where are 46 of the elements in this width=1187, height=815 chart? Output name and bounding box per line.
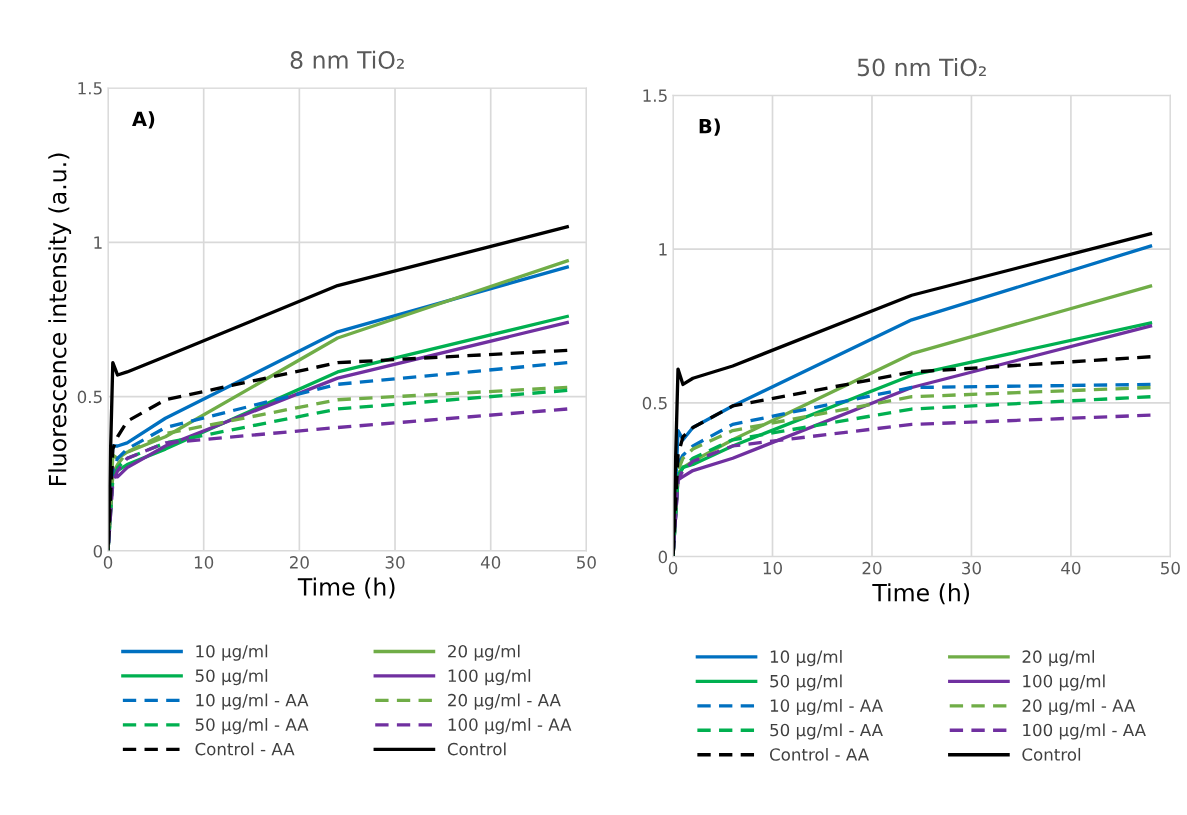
- legend-label: 50 µg/ml: [195, 669, 268, 686]
- x-tick-label: 40: [1061, 561, 1081, 575]
- legend-label: 20 µg/ml: [1022, 650, 1095, 667]
- x-axis-title: Time (h): [872, 583, 970, 605]
- x-tick-label: 10: [194, 556, 214, 569]
- x-tick-label: 40: [480, 556, 501, 569]
- legend-label: 20 µg/ml: [448, 644, 520, 661]
- legend-label: 10 µg/ml: [770, 650, 842, 667]
- y-tick-label: 1: [659, 243, 667, 256]
- y-axis-title: Fluorescence intensity (a.u.): [48, 153, 72, 486]
- legend-label: 50 µg/ml - AA: [195, 718, 309, 735]
- annotation: B): [699, 118, 720, 136]
- legend-label: 20 µg/ml - AA: [448, 693, 561, 710]
- x-tick-label: 0: [103, 556, 113, 569]
- x-tick-label: 50: [1161, 561, 1180, 575]
- legend-label: 50 µg/ml - AA: [770, 723, 883, 740]
- x-tick-label: 20: [862, 561, 882, 575]
- legend-label: Control - AA: [769, 747, 869, 761]
- chart-title: 8 nm TiO₂: [290, 50, 404, 69]
- legend-label: 100 µg/ml: [1023, 674, 1105, 691]
- legend-label: 100 µg/ml - AA: [448, 718, 572, 735]
- y-tick-label: 0: [93, 544, 103, 558]
- x-tick-label: 30: [385, 556, 405, 569]
- x-tick-label: 30: [962, 561, 981, 575]
- legend-label: 10 µg/ml - AA: [770, 698, 883, 716]
- y-tick-label: 1.5: [78, 82, 102, 95]
- legend-label: 100 µg/ml - AA: [1023, 723, 1146, 740]
- y-tick-label: 0.5: [77, 390, 102, 404]
- legend-label: 100 µg/ml: [448, 669, 531, 686]
- x-tick-label: 50: [577, 556, 596, 569]
- x-tick-label: 20: [289, 556, 309, 569]
- legend-label: Control - AA: [195, 742, 295, 756]
- y-tick-label: 1.5: [643, 89, 667, 102]
- y-tick-label: 0.5: [642, 396, 667, 410]
- x-axis-title: Time (h): [297, 577, 395, 599]
- chart-title: 50 nm TiO₂: [857, 57, 986, 77]
- x-tick-label: 0: [668, 561, 678, 575]
- y-tick-label: 1: [94, 236, 102, 249]
- annotation: A): [132, 111, 155, 129]
- legend-label: Control: [447, 742, 506, 756]
- x-tick-label: 10: [763, 561, 782, 575]
- legend-label: 10 µg/ml - AA: [196, 693, 309, 710]
- legend-label: 20 µg/ml - AA: [1022, 698, 1136, 716]
- legend-label: 50 µg/ml: [770, 674, 842, 691]
- legend-label: 10 µg/ml: [196, 644, 268, 661]
- legend-label: Control: [1022, 747, 1081, 761]
